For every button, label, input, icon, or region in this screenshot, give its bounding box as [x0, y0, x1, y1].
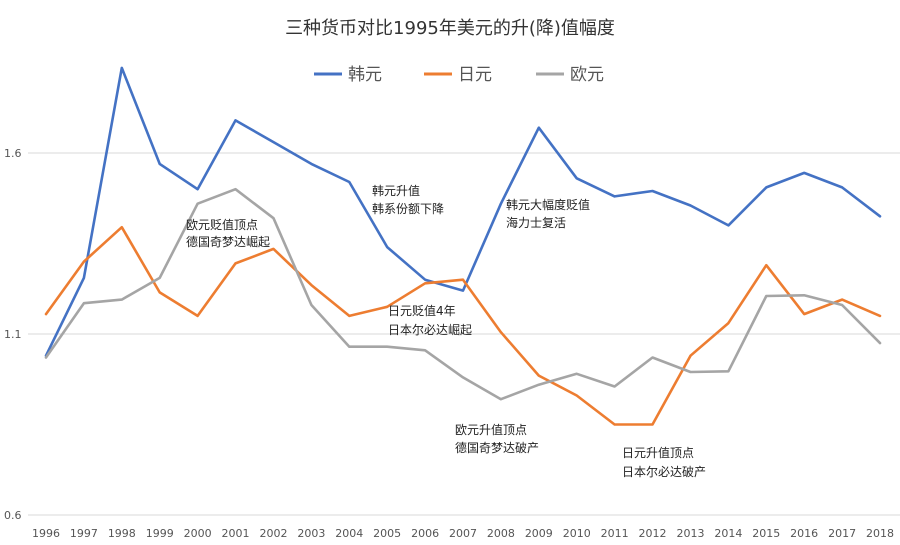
x-tick-label: 2014 — [714, 527, 742, 540]
x-tick-label: 2001 — [222, 527, 250, 540]
x-tick-label: 2012 — [639, 527, 667, 540]
x-tick-label: 2010 — [563, 527, 591, 540]
series-line-欧元 — [44, 187, 882, 401]
x-tick-label: 2009 — [525, 527, 553, 540]
annotation-krw-down: 韩元大幅度贬值 海力士复活 — [506, 197, 590, 230]
x-axis-ticks: 1996 1997 1998 1999 2000 2001 2002 2003 2004 2005… — [32, 527, 894, 540]
x-tick-label: 2002 — [259, 527, 287, 540]
annotation-euro-high: 欧元升值顶点 德国奇梦达破产 — [455, 422, 539, 455]
series-line-日元 — [44, 225, 882, 426]
legend-item: 韩元 — [314, 65, 382, 85]
y-tick-label: 1.1 — [4, 328, 22, 341]
legend-item: 日元 — [424, 65, 492, 85]
annotation-line: 日本尔必达崛起 — [388, 322, 472, 337]
x-tick-label: 2004 — [335, 527, 363, 540]
annotation-krw-up: 韩元升值 韩系份额下降 — [372, 183, 444, 216]
legend-label: 韩元 — [348, 65, 382, 85]
x-tick-label: 2011 — [601, 527, 629, 540]
x-tick-label: 1996 — [32, 527, 60, 540]
annotation-line: 日元贬值4年 — [388, 303, 456, 318]
x-tick-label: 2018 — [866, 527, 894, 540]
x-tick-label: 2008 — [487, 527, 515, 540]
legend-label: 欧元 — [570, 65, 604, 85]
annotation-line: 欧元升值顶点 — [455, 422, 527, 437]
x-tick-label: 1997 — [70, 527, 98, 540]
annotation-line: 海力士复活 — [506, 215, 566, 230]
annotation-jpy-down: 日元贬值4年 日本尔必达崛起 — [388, 303, 472, 337]
x-tick-label: 2007 — [449, 527, 477, 540]
annotation-euro-low: 欧元贬值顶点 德国奇梦达崛起 — [186, 217, 270, 249]
annotation-line: 韩系份额下降 — [372, 201, 444, 216]
annotation-line: 欧元贬值顶点 — [186, 217, 258, 232]
annotation-line: 日元升值顶点 — [622, 445, 694, 460]
legend-item: 欧元 — [536, 65, 604, 85]
legend-label: 日元 — [458, 65, 492, 85]
annotation-jpy-high: 日元升值顶点 日本尔必达破产 — [622, 445, 706, 479]
y-tick-label: 1.6 — [4, 147, 22, 160]
series-line-韩元 — [44, 66, 882, 358]
series-lines — [44, 66, 882, 426]
y-axis-ticks: 0.6 1.1 1.6 — [4, 147, 22, 522]
x-tick-label: 2005 — [373, 527, 401, 540]
x-tick-label: 2017 — [828, 527, 856, 540]
x-tick-label: 2003 — [297, 527, 325, 540]
x-tick-label: 1999 — [146, 527, 174, 540]
gridlines — [28, 152, 900, 516]
annotation-line: 日本尔必达破产 — [622, 464, 706, 479]
y-tick-label: 0.6 — [4, 509, 22, 522]
x-tick-label: 2006 — [411, 527, 439, 540]
legend: 韩元 日元 欧元 — [314, 65, 604, 85]
x-tick-label: 2000 — [184, 527, 212, 540]
x-tick-label: 2013 — [676, 527, 704, 540]
annotation-line: 德国奇梦达破产 — [455, 440, 539, 455]
x-tick-label: 2015 — [752, 527, 780, 540]
chart-title: 三种货币对比1995年美元的升(降)值幅度 — [285, 18, 615, 39]
x-tick-label: 2016 — [790, 527, 818, 540]
annotation-line: 韩元升值 — [372, 183, 420, 198]
annotation-line: 德国奇梦达崛起 — [186, 234, 270, 249]
annotation-line: 韩元大幅度贬值 — [506, 197, 590, 212]
x-tick-label: 1998 — [108, 527, 136, 540]
